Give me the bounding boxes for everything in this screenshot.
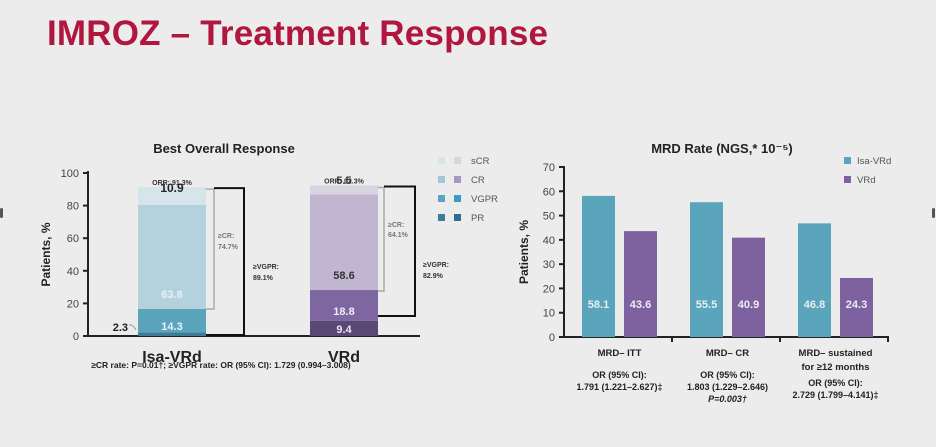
chart2-y-tick-label: 30	[543, 259, 555, 271]
chart2-bar-isa-vrd	[582, 195, 615, 337]
chart1-legend-swatch	[438, 176, 445, 183]
chart1-vgpr-label: ≥VGPR:	[253, 264, 279, 271]
chart1-legend-label: VGPR	[471, 194, 498, 205]
chart1-data-label: 5.5	[336, 175, 351, 187]
chart1-bar-vrd-vgpr	[310, 290, 378, 321]
chart1-y-tick-label: 0	[73, 331, 79, 343]
chart1-cr-label: ≥CR:	[388, 222, 404, 229]
chart1-legend-swatch	[454, 176, 461, 183]
chart2-y-tick-label: 70	[543, 162, 555, 174]
chart1-data-label: 58.6	[333, 270, 354, 282]
chart2-stat-text: 2.729 (1.799–4.141)‡	[792, 390, 878, 400]
chart1-data-label: 9.4	[336, 324, 352, 336]
chart2-legend-label: VRd	[857, 175, 875, 186]
chart2-x-tick-label: for ≥12 months	[801, 362, 869, 373]
chart1-orr-label: ORR: 91.3%	[152, 180, 192, 187]
chart2-stat-text: OR (95% CI):	[700, 370, 755, 380]
chart2-bar-vrd	[840, 277, 873, 337]
chart2-bar-vrd	[624, 231, 657, 337]
chart2-x-tick-label: MRD– ITT	[598, 348, 642, 359]
chart1-bar-vrd-cr	[310, 194, 378, 291]
chart2-data-label: 58.1	[588, 299, 609, 311]
chart1-data-label: 18.8	[333, 306, 354, 318]
chart1-x-tick-label: VRd	[328, 349, 360, 366]
chart1-cr-label: ≥CR:	[218, 233, 234, 240]
chart2-legend-swatch	[844, 157, 851, 164]
chart2-stat-text: P=0.003†	[708, 394, 747, 404]
chart1-legend-swatch	[454, 214, 461, 221]
chart2-y-tick-label: 50	[543, 211, 555, 223]
chart1-data-label: 10.9	[160, 181, 184, 195]
chart1-data-label: 63.8	[161, 289, 182, 301]
chart1-y-tick-label: 80	[67, 201, 79, 213]
chart1-legend-swatch	[454, 157, 461, 164]
chart1-cr-bracket	[206, 188, 215, 310]
chart2-data-label: 46.8	[804, 299, 825, 311]
chart1-orr-label: ORR: 92.3%	[324, 179, 364, 186]
chart1-legend-swatch	[438, 214, 445, 221]
chart1-vgpr-label: ≥VGPR:	[423, 262, 449, 269]
chart2-data-label: 55.5	[696, 299, 717, 311]
chart2-y-tick-label: 20	[543, 283, 555, 295]
chart2-bar-vrd	[732, 237, 765, 337]
chart2-y-tick-label: 0	[549, 332, 555, 344]
chart1-cr-bracket	[378, 186, 385, 292]
chart1-vgpr-bracket	[378, 185, 416, 317]
chart2-title: MRD Rate (NGS,* 10⁻⁵)	[651, 141, 793, 156]
chart1-cr-value: 74.7%	[218, 244, 239, 251]
chart1-title: Best Overall Response	[153, 141, 295, 156]
chart1-y-tick-label: 60	[67, 233, 79, 245]
chart1-y-axis-title: Patients, %	[39, 222, 53, 286]
chart1-leader-line	[128, 324, 137, 331]
chart1-legend-label: PR	[471, 213, 484, 224]
chart1-legend-label: sCR	[471, 156, 490, 167]
chart2-y-tick-label: 10	[543, 308, 555, 320]
chart2-bar-isa-vrd	[690, 202, 723, 337]
chart1-bar-isa-vrd-pr	[138, 332, 206, 336]
chart1-y-tick-label: 100	[61, 168, 79, 180]
chart2-stat-text: OR (95% CI):	[592, 370, 647, 380]
chart2-y-axis-title: Patients, %	[517, 220, 531, 284]
chart2-stat-text: 1.791 (1.221–2.627)‡	[576, 382, 662, 392]
chart1-legend-swatch	[438, 195, 445, 202]
chart1-cr-value: 64.1%	[388, 232, 409, 239]
chart1-y-tick-label: 40	[67, 266, 79, 278]
chart1-legend-swatch	[438, 157, 445, 164]
chart1-bar-vrd-scr	[310, 185, 378, 195]
chart2-stat-text: OR (95% CI):	[808, 378, 863, 388]
chart1-y-tick-label: 20	[67, 298, 79, 310]
chart1-footnote: ≥CR rate: P=0.01†; ≥VGPR rate: OR (95% C…	[91, 360, 351, 370]
right-edge-marker	[932, 208, 935, 218]
chart1-bar-isa-vrd-vgpr	[138, 308, 206, 333]
chart1-data-label: 14.3	[161, 321, 182, 333]
chart2-data-label: 40.9	[738, 299, 759, 311]
chart1-x-tick-label: Isa-VRd	[142, 349, 202, 366]
chart2-x-tick-label: MRD– sustained	[799, 348, 873, 359]
chart1-vgpr-bracket	[206, 187, 245, 336]
chart2-y-tick-label: 60	[543, 186, 555, 198]
slide-title: IMROZ – Treatment Response	[47, 14, 549, 53]
chart1-bar-isa-vrd-cr	[138, 204, 206, 309]
chart1-vgpr-value: 82.9%	[423, 273, 444, 280]
chart2-legend-swatch	[844, 176, 851, 183]
chart1-vgpr-value: 89.1%	[253, 275, 274, 282]
chart2-data-label: 24.3	[846, 299, 867, 311]
chart1-bar-isa-vrd-scr	[138, 187, 206, 205]
chart1-legend-swatch	[454, 195, 461, 202]
chart2-bar-isa-vrd	[798, 223, 831, 337]
chart2-stat-text: 1.803 (1.229–2.646)	[687, 382, 768, 392]
chart1-bar-vrd-pr	[310, 320, 378, 336]
chart2-y-tick-label: 40	[543, 235, 555, 247]
chart2-data-label: 43.6	[630, 299, 651, 311]
chart2-legend-label: Isa-VRd	[857, 156, 891, 167]
chart1-legend-label: CR	[471, 175, 485, 186]
chart1-data-label: 2.3	[113, 322, 128, 334]
left-edge-marker	[0, 208, 3, 218]
chart2-x-tick-label: MRD– CR	[706, 348, 749, 359]
